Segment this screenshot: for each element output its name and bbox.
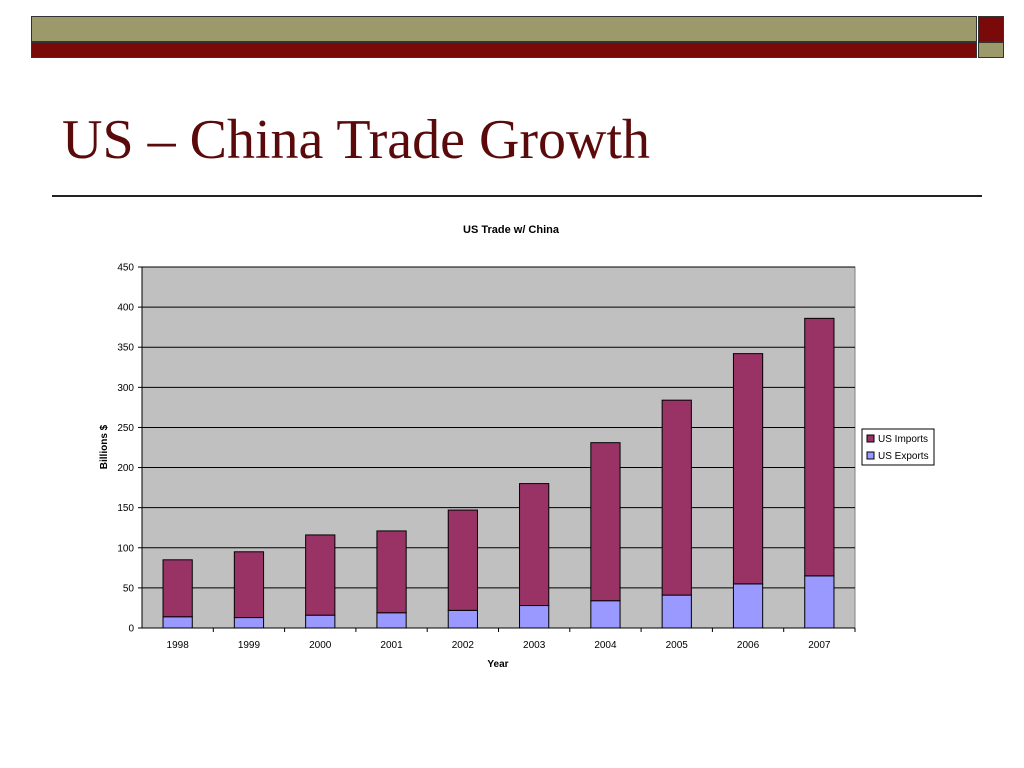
y-tick-label: 300 <box>117 383 134 394</box>
legend-swatch-us-imports <box>866 434 875 443</box>
bar-us-exports-2006 <box>732 583 764 629</box>
axes <box>138 266 856 632</box>
bar-us-exports-2002 <box>447 609 478 629</box>
title-divider <box>52 195 982 197</box>
x-tick-label: 2007 <box>808 640 831 651</box>
bar-us-exports-2001 <box>376 612 407 629</box>
header-band-maroon <box>31 42 977 58</box>
y-tick-label: 200 <box>117 463 134 474</box>
bars <box>162 317 835 629</box>
x-tick-label: 2003 <box>523 640 546 651</box>
bar-us-imports-2004 <box>590 442 621 602</box>
bar-us-exports-1998 <box>162 616 193 629</box>
bar-us-imports-1999 <box>233 551 265 619</box>
legend: US Imports US Exports <box>861 428 935 466</box>
x-tick-label: 2001 <box>380 640 403 651</box>
x-axis-label: Year <box>487 659 508 670</box>
x-tick-label: 2004 <box>594 640 617 651</box>
y-tick-label: 250 <box>117 423 134 434</box>
bar-us-imports-2002 <box>447 509 478 611</box>
legend-label: US Exports <box>878 451 929 462</box>
legend-swatch-us-exports <box>866 451 875 460</box>
slide-title: US – China Trade Growth <box>62 109 651 171</box>
x-tick-label: 2000 <box>309 640 332 651</box>
y-tick-labels: 0 50 100 150 200 250 300 350 400 450 <box>117 263 134 635</box>
bar-us-imports-2001 <box>376 530 407 614</box>
y-tick-label: 150 <box>117 503 134 514</box>
bar-us-exports-2000 <box>305 614 336 629</box>
header-square-maroon <box>978 16 1004 42</box>
x-tick-labels: 1998 1999 2000 2001 2002 2003 2004 2005 2006 2007 <box>167 640 831 651</box>
x-tick-label: 2005 <box>666 640 689 651</box>
header-square-olive <box>978 42 1004 58</box>
bar-us-exports-2003 <box>519 605 550 629</box>
bar-us-imports-2005 <box>661 399 692 596</box>
bar-us-imports-2006 <box>732 353 764 585</box>
bar-us-imports-2007 <box>804 317 835 577</box>
y-axis-label: Billions $ <box>99 424 110 469</box>
bar-us-imports-2000 <box>305 534 336 616</box>
bar-us-exports-1999 <box>233 617 265 629</box>
bar-us-exports-2007 <box>804 575 835 629</box>
legend-label: US Imports <box>878 434 928 445</box>
x-tick-label: 2002 <box>452 640 475 651</box>
x-tick-label: 1999 <box>238 640 261 651</box>
y-tick-label: 350 <box>117 343 134 354</box>
y-tick-label: 50 <box>123 583 135 594</box>
y-tick-label: 450 <box>117 263 134 274</box>
y-tick-label: 400 <box>117 303 134 314</box>
chart-title: US Trade w/ China <box>463 224 560 236</box>
bar-us-imports-1998 <box>162 559 193 618</box>
y-tick-label: 100 <box>117 543 134 554</box>
y-tick-label: 0 <box>128 624 134 635</box>
bar-us-exports-2005 <box>661 594 692 629</box>
x-tick-label: 1998 <box>167 640 190 651</box>
bar-us-imports-2003 <box>519 483 550 607</box>
header-band-olive <box>31 16 977 42</box>
bar-us-exports-2004 <box>590 600 621 629</box>
x-tick-label: 2006 <box>737 640 760 651</box>
